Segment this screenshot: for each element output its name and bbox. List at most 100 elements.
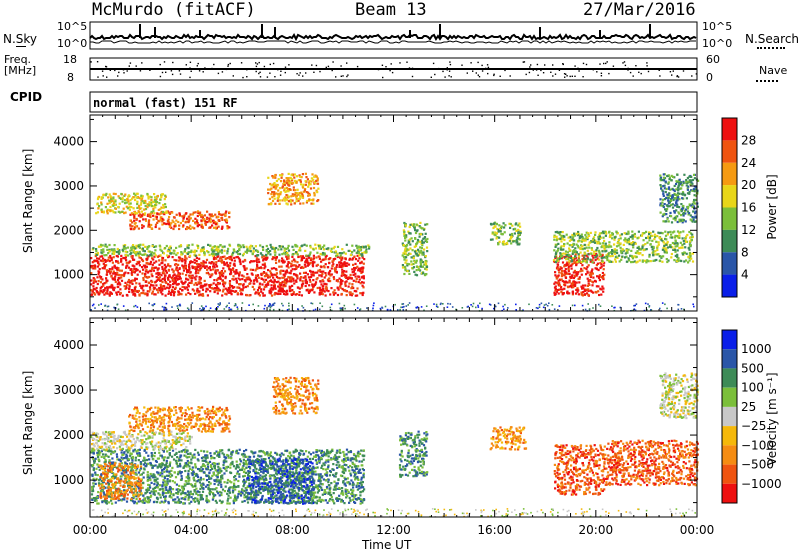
data-cell [132, 244, 135, 247]
data-cell [435, 305, 438, 308]
data-cell [124, 309, 127, 312]
data-cell [306, 264, 309, 267]
data-cell [690, 257, 693, 260]
data-cell [265, 256, 268, 259]
data-cell [566, 281, 569, 284]
data-cell [386, 308, 389, 311]
data-cell [216, 245, 219, 248]
data-cell [212, 261, 215, 264]
data-cell [295, 293, 299, 296]
data-cell [515, 222, 518, 225]
data-cell [145, 219, 148, 222]
data-cell [305, 176, 308, 179]
data-cell [599, 287, 602, 290]
data-cell [305, 258, 308, 261]
nave-dot [466, 72, 468, 74]
data-cell [179, 304, 182, 307]
data-cell [574, 304, 576, 307]
data-cell [224, 277, 227, 280]
data-cell [158, 202, 161, 205]
data-cell [102, 283, 105, 286]
data-cell [90, 257, 93, 260]
data-cell [181, 215, 184, 218]
data-cell [120, 192, 123, 196]
data-cell [405, 305, 408, 307]
data-cell [273, 278, 276, 281]
data-cell [685, 259, 688, 262]
data-cell [201, 309, 203, 311]
data-cell [132, 258, 135, 261]
data-cell [189, 224, 192, 227]
data-cell [556, 267, 559, 270]
data-cell [513, 232, 516, 235]
data-cell [274, 254, 277, 257]
data-cell [654, 235, 657, 239]
nave-dot [481, 64, 483, 67]
data-cell [113, 264, 116, 267]
data-cell [112, 192, 115, 195]
data-cell [260, 277, 263, 280]
data-cell [156, 289, 159, 292]
data-cell [681, 192, 684, 195]
nave-dot [227, 63, 230, 66]
data-cell [113, 250, 116, 253]
data-cell [212, 282, 215, 285]
data-cell [603, 261, 606, 264]
data-cell [664, 208, 667, 211]
data-cell [153, 287, 156, 290]
data-cell [619, 234, 622, 237]
data-cell [262, 248, 265, 251]
data-cell [417, 250, 420, 253]
data-cell [584, 234, 587, 237]
data-cell [309, 187, 313, 190]
data-cell [305, 254, 308, 257]
data-cell [301, 282, 305, 285]
data-cell [276, 183, 279, 187]
data-cell [282, 273, 285, 276]
data-cell [662, 194, 665, 197]
data-cell [147, 225, 150, 228]
data-cell [687, 205, 690, 209]
data-cell [310, 202, 313, 205]
data-cell [323, 253, 326, 256]
data-cell [560, 291, 563, 294]
data-cell [293, 202, 296, 205]
data-cell [100, 255, 104, 258]
data-cell [281, 260, 284, 263]
data-cell [288, 302, 290, 305]
data-cell [170, 293, 173, 296]
nave-dot [299, 72, 301, 74]
data-cell [415, 261, 418, 264]
data-cell [210, 213, 213, 216]
data-cell [574, 271, 577, 274]
data-cell [645, 261, 648, 264]
data-cell [312, 202, 315, 205]
data-cell [401, 264, 404, 267]
data-cell [329, 250, 333, 253]
data-cell [154, 215, 157, 218]
data-cell [98, 271, 101, 274]
data-cell [642, 239, 645, 242]
data-cell [269, 253, 272, 256]
data-cell [121, 197, 124, 200]
data-cell [321, 293, 324, 296]
data-cell [173, 279, 177, 282]
data-cell [273, 175, 276, 178]
data-cell [263, 264, 266, 267]
data-cell [161, 210, 164, 214]
data-cell [650, 234, 653, 237]
data-cell [295, 180, 298, 183]
data-cell [315, 175, 318, 178]
data-cell [155, 260, 158, 263]
data-cell [147, 281, 150, 284]
nave-dot [319, 70, 321, 73]
data-cell [689, 236, 692, 239]
nave-dot [190, 70, 192, 72]
data-cell [578, 255, 581, 258]
data-cell [118, 196, 121, 200]
data-cell [659, 259, 662, 262]
data-cell [301, 193, 304, 196]
data-cell [215, 257, 218, 260]
data-cell [552, 259, 556, 262]
